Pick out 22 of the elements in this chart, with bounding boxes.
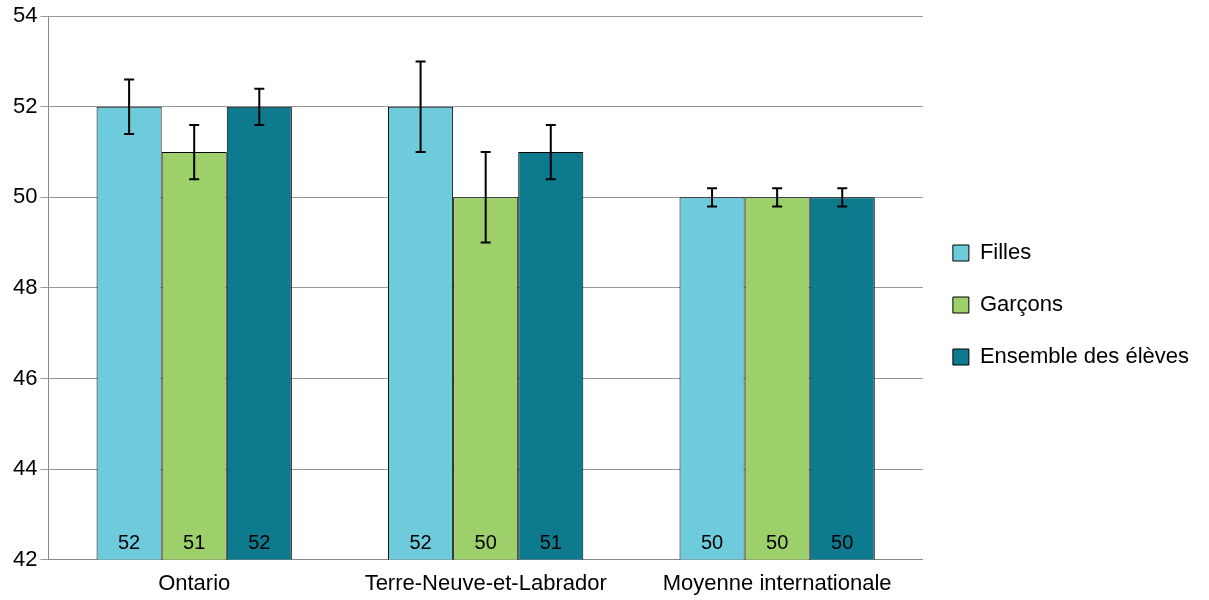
data-label: 51 — [539, 531, 562, 554]
data-label: 51 — [183, 531, 206, 554]
data-label: 52 — [248, 531, 271, 554]
data-label: 50 — [474, 531, 497, 554]
y-tick-label: 50 — [12, 183, 38, 209]
y-tick-label: 46 — [12, 364, 38, 390]
data-label: 52 — [409, 531, 432, 554]
y-tick-label: 52 — [12, 92, 38, 118]
data-label: 50 — [831, 531, 854, 554]
x-tick-label: Ontario — [158, 569, 231, 595]
data-label: 50 — [700, 531, 724, 554]
data-label: 50 — [766, 531, 789, 554]
y-tick-label: 42 — [12, 545, 38, 571]
x-tick-label: Terre-Neuve-et-Labrador — [364, 569, 607, 595]
legend-label: Ensemble des élèves — [979, 343, 1190, 369]
y-tick-label: 54 — [12, 2, 38, 28]
y-tick-label: 44 — [12, 455, 38, 481]
legend-label: Garçons — [979, 291, 1064, 317]
legend-label: Filles — [979, 239, 1032, 265]
y-tick-label: 48 — [12, 273, 38, 299]
x-tick-label: Moyenne internationale — [662, 569, 892, 595]
data-label: 52 — [117, 531, 141, 554]
